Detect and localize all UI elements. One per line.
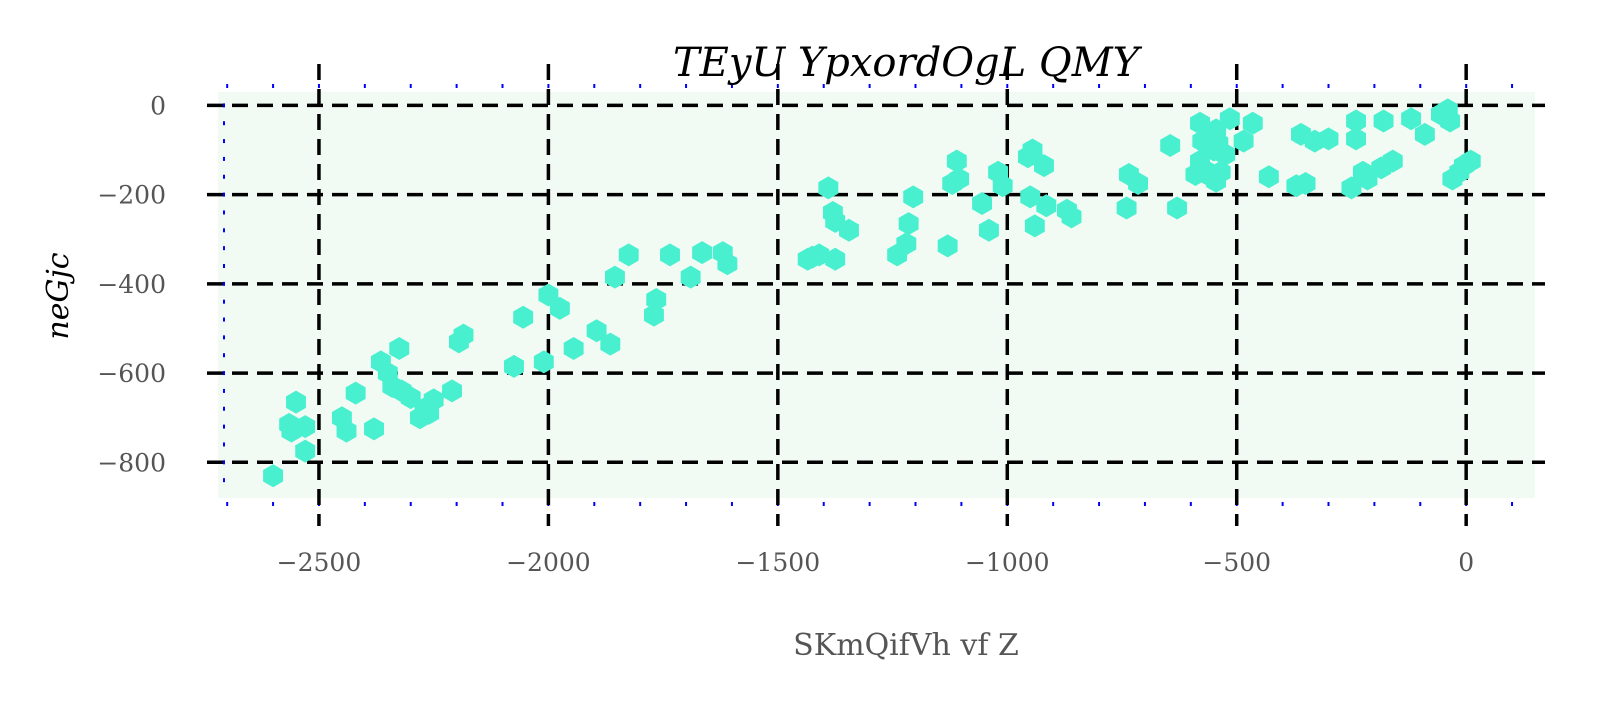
data-point: [1219, 107, 1240, 131]
data-point: [295, 415, 316, 439]
data-point: [604, 265, 625, 289]
x-tick-label: −1500: [736, 548, 821, 577]
data-point: [1318, 127, 1339, 151]
data-point: [946, 149, 967, 173]
data-point: [1024, 214, 1045, 238]
data-point: [389, 337, 410, 361]
y-tick-label: −400: [97, 270, 166, 299]
data-point: [1341, 176, 1362, 200]
x-tick-label: −1000: [965, 548, 1050, 577]
x-tick-label: −500: [1202, 548, 1271, 577]
data-point: [1128, 171, 1149, 195]
data-point: [1116, 196, 1137, 220]
data-point: [992, 174, 1013, 198]
data-point: [1020, 185, 1041, 209]
data-point: [978, 218, 999, 242]
data-point: [442, 379, 462, 403]
data-point: [1167, 196, 1188, 220]
data-point: [896, 232, 917, 256]
data-point: [286, 390, 306, 414]
data-point: [1460, 149, 1481, 173]
data-point: [1242, 111, 1263, 135]
data-point: [903, 185, 924, 209]
data-point: [680, 265, 701, 289]
data-point: [937, 234, 958, 258]
y-tick-label: −800: [97, 448, 166, 477]
y-axis-label: neGjc: [41, 252, 76, 339]
data-point: [600, 332, 621, 356]
data-point: [263, 464, 284, 488]
data-point: [1034, 154, 1054, 178]
data-point: [1210, 160, 1231, 184]
data-point: [1036, 194, 1057, 218]
data-point: [618, 243, 639, 267]
data-point: [692, 241, 713, 265]
data-point: [295, 439, 316, 463]
data-point: [504, 354, 524, 378]
data-point: [586, 319, 607, 343]
data-point: [533, 350, 554, 374]
data-point: [972, 192, 992, 216]
chart-title: TEyU YpxordOgL QMY: [673, 40, 1143, 86]
data-point: [1346, 127, 1366, 151]
data-point: [1382, 149, 1403, 173]
x-tick-label: 0: [1458, 548, 1474, 577]
x-tick-label: −2500: [277, 548, 362, 577]
data-point: [1295, 171, 1316, 195]
data-point: [336, 419, 357, 443]
data-point: [949, 167, 970, 191]
data-point: [279, 412, 300, 436]
data-point: [825, 247, 846, 271]
data-point: [1440, 109, 1461, 133]
data-point: [646, 287, 667, 311]
data-point: [1346, 109, 1366, 133]
data-point: [1022, 138, 1043, 162]
data-point: [1258, 165, 1279, 189]
data-point: [423, 388, 444, 412]
data-point: [839, 218, 859, 242]
data-point: [809, 243, 830, 267]
y-tick-label: −600: [97, 359, 166, 388]
data-point: [563, 337, 584, 361]
data-point: [364, 417, 384, 441]
data-point: [1401, 107, 1422, 131]
y-tick-label: 0: [150, 91, 166, 120]
data-point: [1160, 134, 1181, 158]
plot-background: [218, 92, 1535, 498]
data-point: [513, 305, 534, 329]
x-axis-label: SKmQifVh vf Z: [793, 628, 1019, 663]
data-point: [660, 243, 680, 267]
data-point: [1061, 205, 1082, 229]
data-point: [1373, 109, 1394, 133]
x-tick-label: −2000: [506, 548, 591, 577]
data-point: [818, 176, 839, 200]
data-point: [1414, 122, 1435, 146]
data-point: [1233, 129, 1254, 153]
data-point: [453, 323, 474, 347]
data-point: [345, 381, 366, 405]
y-tick-label: −200: [97, 181, 166, 210]
data-point: [1215, 142, 1236, 166]
data-point: [898, 212, 919, 236]
data-point: [717, 252, 738, 276]
data-point: [549, 296, 570, 320]
